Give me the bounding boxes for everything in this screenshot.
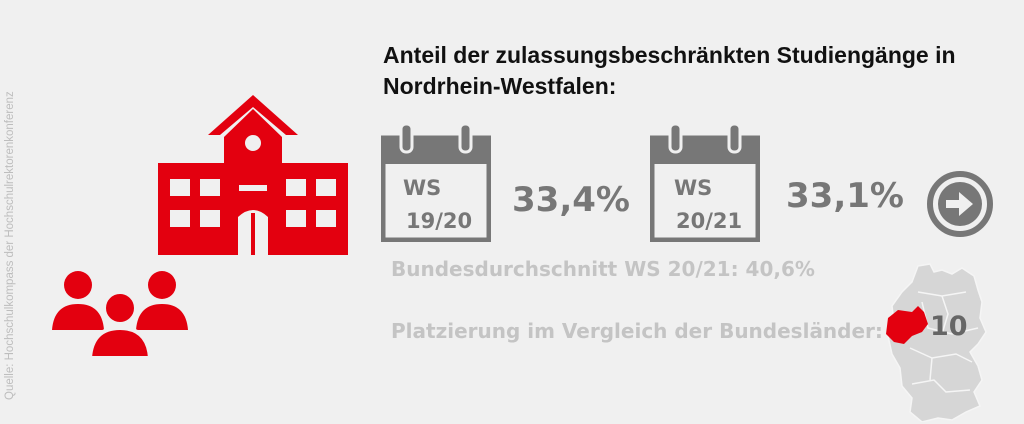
source-note: Quelle: Hochschulkompass der Hochschulre… (4, 91, 16, 400)
calendar-ws-19-20: WS 19/20 (381, 124, 491, 242)
calendar-label: WS (403, 176, 442, 200)
calendar-year: 20/21 (676, 209, 743, 233)
ranking-value: 10 (930, 311, 968, 342)
title-line-1: Anteil der zulassungsbeschränkten Studie… (383, 42, 956, 68)
calendar-label: WS (674, 176, 713, 200)
arrow-right-icon (927, 171, 993, 237)
germany-map-icon (886, 263, 987, 422)
calendar-icon (650, 124, 760, 242)
value-ws-20-21: 33,1% (786, 176, 904, 216)
nrw-highlight (886, 306, 928, 344)
calendar-icon (381, 124, 491, 242)
people-group-icon (52, 271, 188, 358)
value-ws-19-20: 33,4% (512, 180, 630, 220)
university-building-icon (158, 95, 348, 255)
calendar-year: 19/20 (406, 209, 473, 233)
national-average: Bundesdurchschnitt WS 20/21: 40,6% (391, 257, 815, 281)
page-title: Anteil der zulassungsbeschränkten Studie… (383, 40, 1003, 102)
next-arrow-button[interactable] (927, 171, 993, 237)
ranking-label: Platzierung im Vergleich der Bundeslände… (391, 319, 883, 343)
calendar-ws-20-21: WS 20/21 (650, 124, 760, 242)
title-line-2: Nordrhein-Westfalen: (383, 73, 617, 99)
